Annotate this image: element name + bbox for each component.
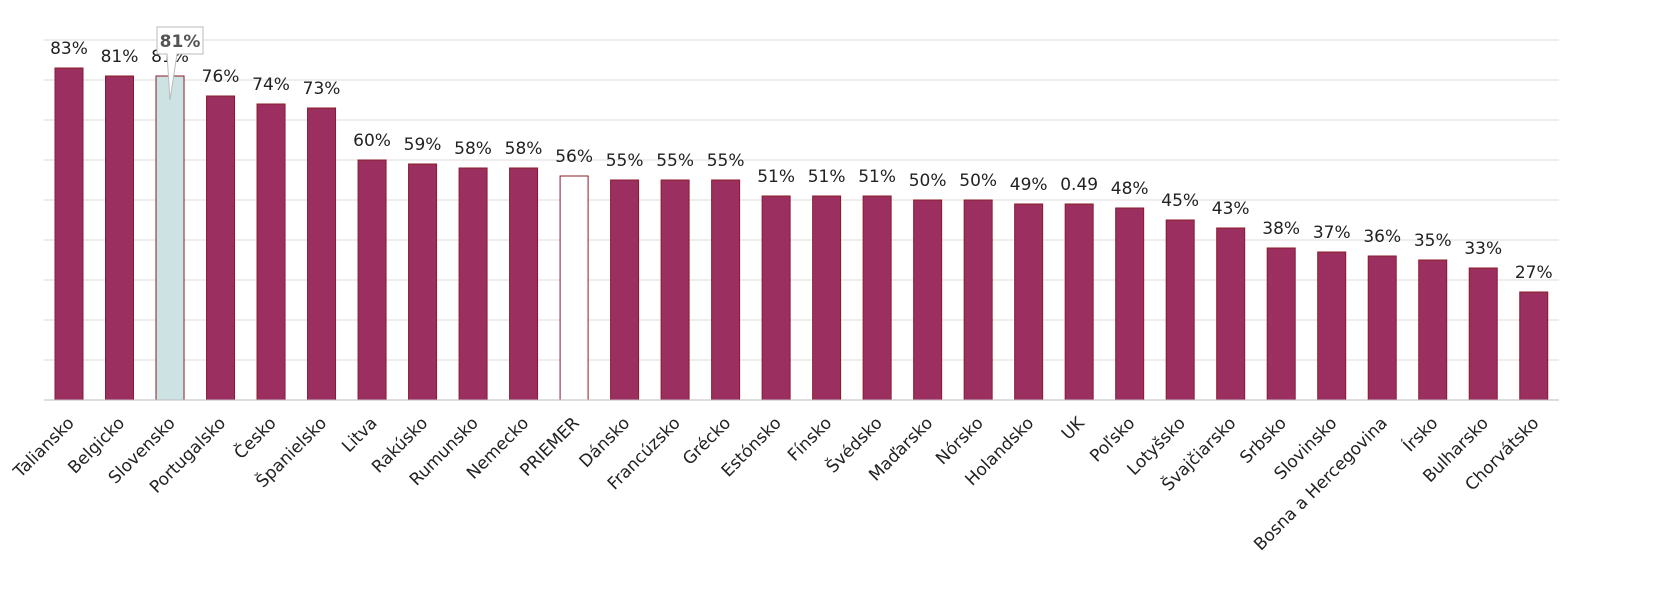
value-label: 58% — [454, 139, 492, 159]
value-label: 56% — [555, 147, 593, 167]
bar — [458, 167, 488, 401]
value-label: 35% — [1414, 231, 1452, 251]
value-label: 45% — [1161, 191, 1199, 211]
x-tick-label: Írsko — [1398, 412, 1442, 456]
value-label: 76% — [202, 67, 240, 87]
value-label: 59% — [404, 135, 442, 155]
value-label: 43% — [1212, 199, 1250, 219]
bar — [1014, 203, 1044, 401]
bar — [812, 195, 842, 401]
bar — [1216, 227, 1246, 401]
bar — [1519, 291, 1549, 401]
bar — [357, 159, 387, 401]
bar — [1317, 251, 1347, 401]
bar — [963, 199, 993, 401]
bar — [408, 163, 438, 401]
value-label: 50% — [909, 171, 947, 191]
value-label: 33% — [1464, 239, 1502, 259]
bar — [1115, 207, 1145, 401]
value-label: 55% — [707, 151, 745, 171]
value-label: 27% — [1515, 263, 1553, 283]
bar — [1418, 259, 1448, 401]
bar — [660, 179, 690, 401]
value-label: 60% — [353, 131, 391, 151]
bar — [256, 103, 286, 401]
tooltip-box — [156, 26, 204, 101]
bar — [206, 95, 236, 401]
x-tick-label: Litva — [338, 413, 381, 456]
bar — [1468, 267, 1498, 401]
bar — [105, 75, 135, 401]
value-label: 74% — [252, 75, 290, 95]
value-label: 55% — [606, 151, 644, 171]
bar — [711, 179, 741, 401]
bar — [913, 199, 943, 401]
bar — [559, 175, 589, 401]
value-label: 58% — [505, 139, 543, 159]
bar — [1266, 247, 1296, 401]
bar — [1367, 255, 1397, 401]
bar — [1064, 203, 1094, 401]
bar — [509, 167, 539, 401]
x-tick-label: Česko — [229, 412, 280, 463]
value-label: 50% — [959, 171, 997, 191]
bar — [155, 75, 185, 401]
bar — [862, 195, 892, 401]
value-label: 51% — [808, 167, 846, 187]
value-label: 51% — [858, 167, 896, 187]
value-label: 73% — [303, 79, 341, 99]
bar — [610, 179, 640, 401]
bar — [761, 195, 791, 401]
value-label: 55% — [656, 151, 694, 171]
x-tick-label: UK — [1058, 413, 1089, 444]
bar — [307, 107, 337, 401]
value-label: 49% — [1010, 175, 1048, 195]
value-label: 37% — [1313, 223, 1351, 243]
bar — [1165, 219, 1195, 401]
value-label: 81% — [101, 47, 139, 67]
x-tick-label: Taliansko — [9, 413, 78, 482]
value-label: 38% — [1262, 219, 1300, 239]
value-label: 83% — [50, 39, 88, 59]
value-label: 36% — [1363, 227, 1401, 247]
value-label: 51% — [757, 167, 795, 187]
bar — [54, 67, 84, 401]
value-label: 48% — [1111, 179, 1149, 199]
tooltip-text: 81% — [160, 32, 201, 52]
value-label: 0.49 — [1060, 175, 1098, 195]
